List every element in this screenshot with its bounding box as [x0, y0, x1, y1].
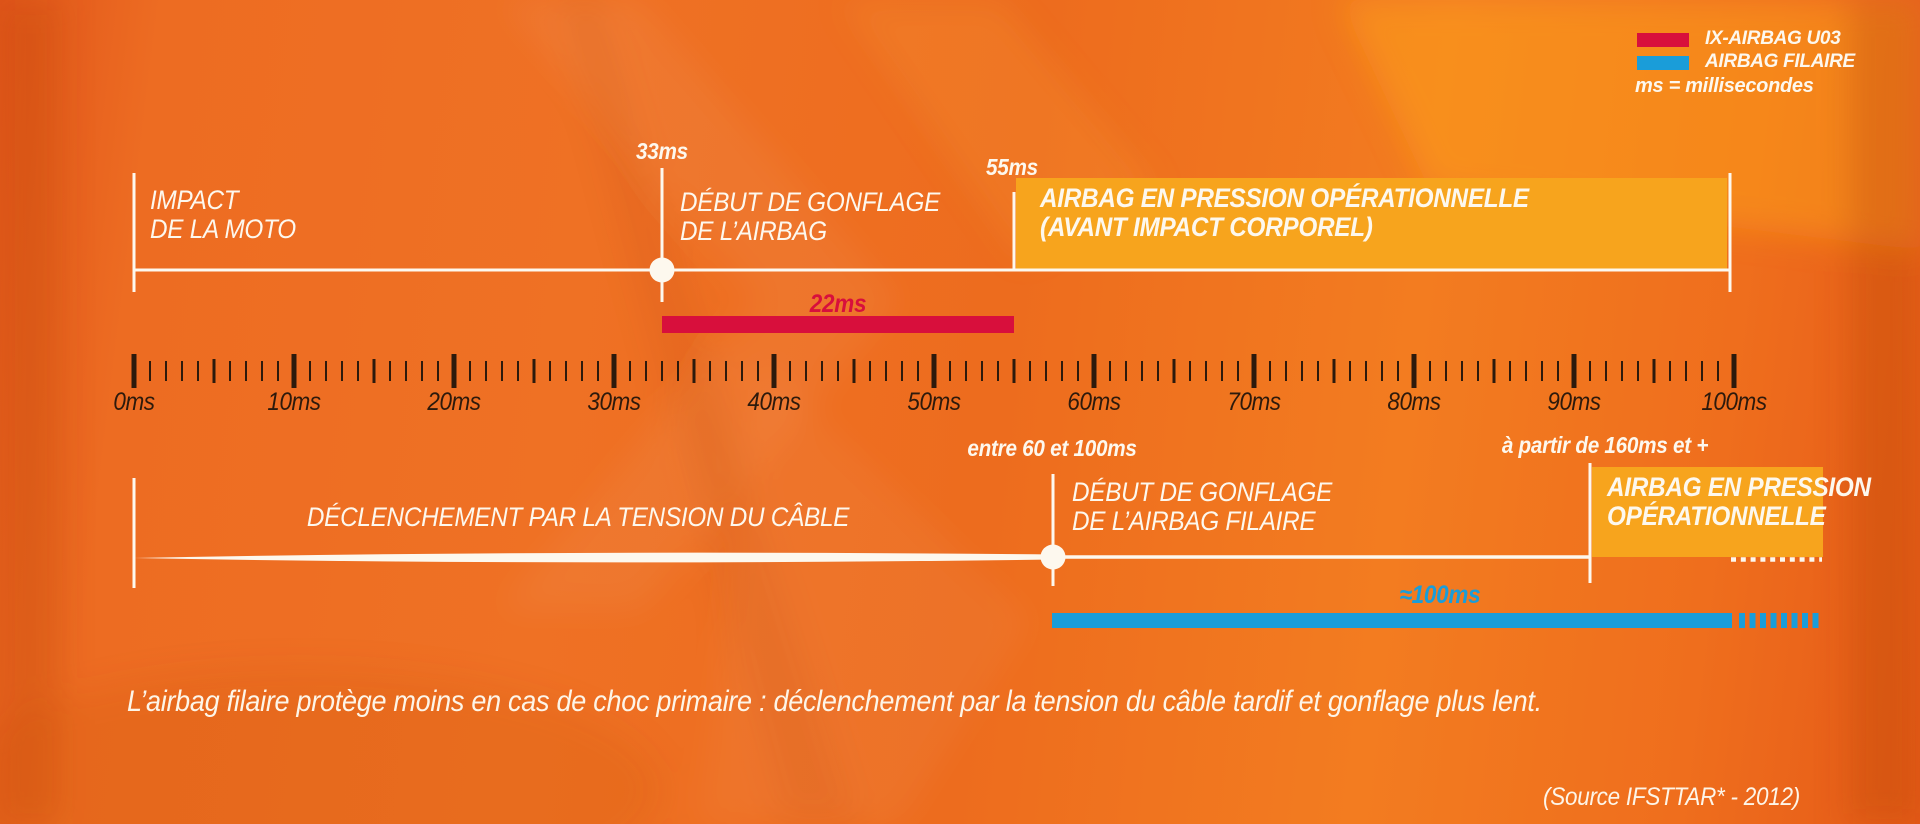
ix-pressure-time: 55ms	[986, 154, 1038, 180]
footer-comparison-note: L’airbag filaire protège moins en cas de…	[127, 685, 1542, 718]
axis-tick-label: 20ms	[427, 388, 481, 416]
filaire-inflation-dot	[1040, 544, 1066, 570]
axis-tick-label: 60ms	[1067, 388, 1121, 416]
filaire-pressure-highlight-box	[1592, 467, 1823, 557]
ix-inflation-label: DÉBUT DE GONFLAGE DE L’AIRBAG	[680, 187, 941, 246]
axis-tick-label: 50ms	[907, 388, 961, 416]
filaire-duration-bar	[1052, 613, 1732, 628]
filaire-duration-label: ≈100ms	[1399, 581, 1481, 609]
ix-inflation-dot	[649, 257, 675, 283]
ix-duration-label: 22ms	[809, 290, 867, 318]
filaire-trigger-spindle-line	[134, 552, 1053, 563]
axis-tick-label: 10ms	[267, 388, 321, 416]
filaire-pressure-label: AIRBAG EN PRESSION OPÉRATIONNELLE	[1607, 472, 1871, 531]
axis-tick-label: 0ms	[113, 388, 155, 416]
axis-tick-label: 70ms	[1227, 388, 1281, 416]
ix-pressure-label: AIRBAG EN PRESSION OPÉRATIONNELLE (AVANT…	[1040, 183, 1529, 242]
bg-right-band	[1848, 0, 1920, 824]
axis-tick-label: 30ms	[587, 388, 641, 416]
legend-unit-note: ms = millisecondes	[1635, 75, 1814, 97]
legend-swatch-ix-airbag	[1637, 33, 1689, 47]
ix-pressure-highlight-box	[1016, 178, 1727, 270]
bg-bottom-shade	[0, 670, 660, 824]
bg-left-band	[0, 0, 62, 824]
legend-label-airbag-filaire: AIRBAG FILAIRE	[1705, 51, 1855, 72]
ix-duration-bar	[662, 316, 1014, 333]
legend-label-ix-airbag: IX-AIRBAG U03	[1705, 28, 1841, 49]
axis-tick-label: 80ms	[1387, 388, 1441, 416]
filaire-inflation-label: DÉBUT DE GONFLAGE DE L’AIRBAG FILAIRE	[1072, 477, 1333, 536]
filaire-trigger-label: DÉCLENCHEMENT PAR LA TENSION DU CÂBLE	[306, 502, 850, 532]
time-ruler	[131, 354, 1737, 388]
legend-swatch-airbag-filaire	[1637, 56, 1689, 70]
bg-chevron-2	[700, 360, 1030, 824]
ix-impact-label: IMPACT DE LA MOTO	[150, 185, 296, 244]
ix-inflation-time: 33ms	[636, 138, 688, 164]
footer-source: (Source IFSTTAR* - 2012)	[1543, 783, 1800, 811]
axis-tick-label: 100ms	[1701, 388, 1767, 416]
axis-tick-label: 40ms	[747, 388, 801, 416]
axis-tick-label: 90ms	[1547, 388, 1601, 416]
filaire-inflation-time: entre 60 et 100ms	[967, 435, 1137, 461]
filaire-pressure-time: à partir de 160ms et +	[1501, 432, 1709, 458]
